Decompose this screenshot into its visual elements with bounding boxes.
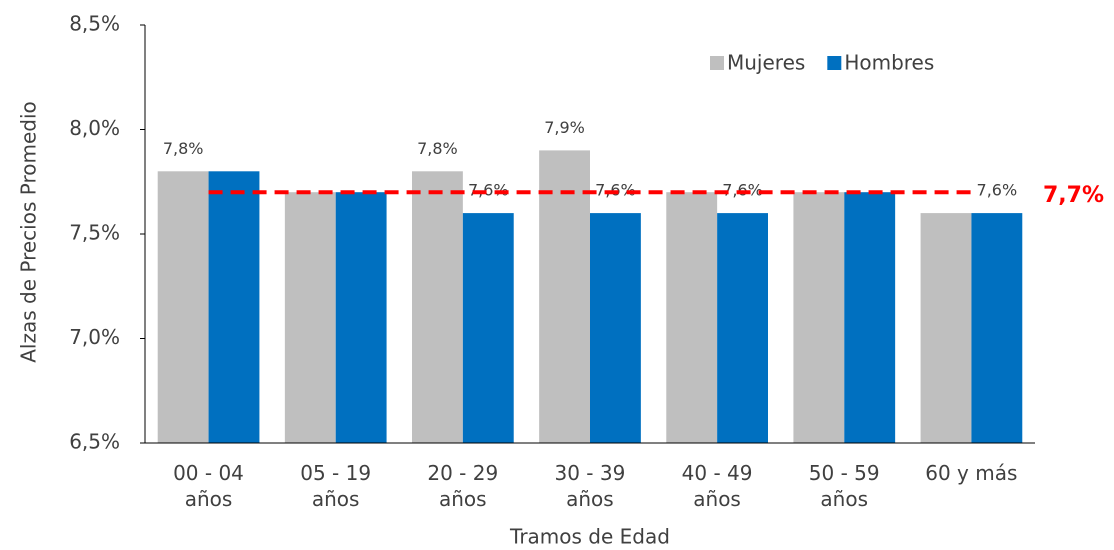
bar xyxy=(844,192,896,443)
bar xyxy=(539,150,590,443)
x-tick-label: 30 - 39 años xyxy=(554,461,626,511)
x-tick-label: 00 - 04 años xyxy=(173,461,244,511)
data-label: 7,8% xyxy=(163,139,204,158)
x-tick-label: 60 y más xyxy=(925,461,1018,485)
y-tick-label: 8,0% xyxy=(69,116,120,140)
x-tick-label: 50 - 59 años xyxy=(808,461,880,511)
bar xyxy=(717,213,768,443)
bar xyxy=(412,171,463,444)
bar xyxy=(666,192,718,443)
y-tick-label: 8,5% xyxy=(69,12,120,36)
bar xyxy=(920,213,972,443)
data-label: 7,6% xyxy=(722,181,763,200)
legend-swatch xyxy=(710,56,724,70)
data-label: 7,6% xyxy=(468,181,509,200)
y-axis-title: Alzas de Precios Promedio xyxy=(17,101,41,363)
bar xyxy=(208,171,260,444)
y-tick-label: 7,0% xyxy=(69,325,120,349)
data-label: 7,6% xyxy=(977,181,1018,200)
bar xyxy=(590,213,641,443)
data-label: 7,9% xyxy=(544,118,585,137)
x-tick-label: 40 - 49 años xyxy=(681,461,753,511)
legend-swatch xyxy=(827,56,842,70)
bar xyxy=(284,192,336,443)
bar xyxy=(971,213,1023,443)
x-tick-label: 05 - 19 años xyxy=(300,461,372,511)
x-axis-title: Tramos de Edad xyxy=(509,525,670,549)
bar xyxy=(335,192,387,443)
legend-label: Hombres xyxy=(844,51,934,75)
bar xyxy=(462,213,514,443)
bar xyxy=(157,171,209,444)
bar xyxy=(793,192,845,443)
legend-label: Mujeres xyxy=(727,51,805,75)
data-label: 7,8% xyxy=(417,139,458,158)
reference-label: 7,7% xyxy=(1043,183,1104,208)
y-tick-label: 6,5% xyxy=(69,430,120,454)
data-label: 7,6% xyxy=(595,181,636,200)
x-tick-label: 20 - 29 años xyxy=(427,461,499,511)
y-tick-label: 7,5% xyxy=(69,221,120,245)
